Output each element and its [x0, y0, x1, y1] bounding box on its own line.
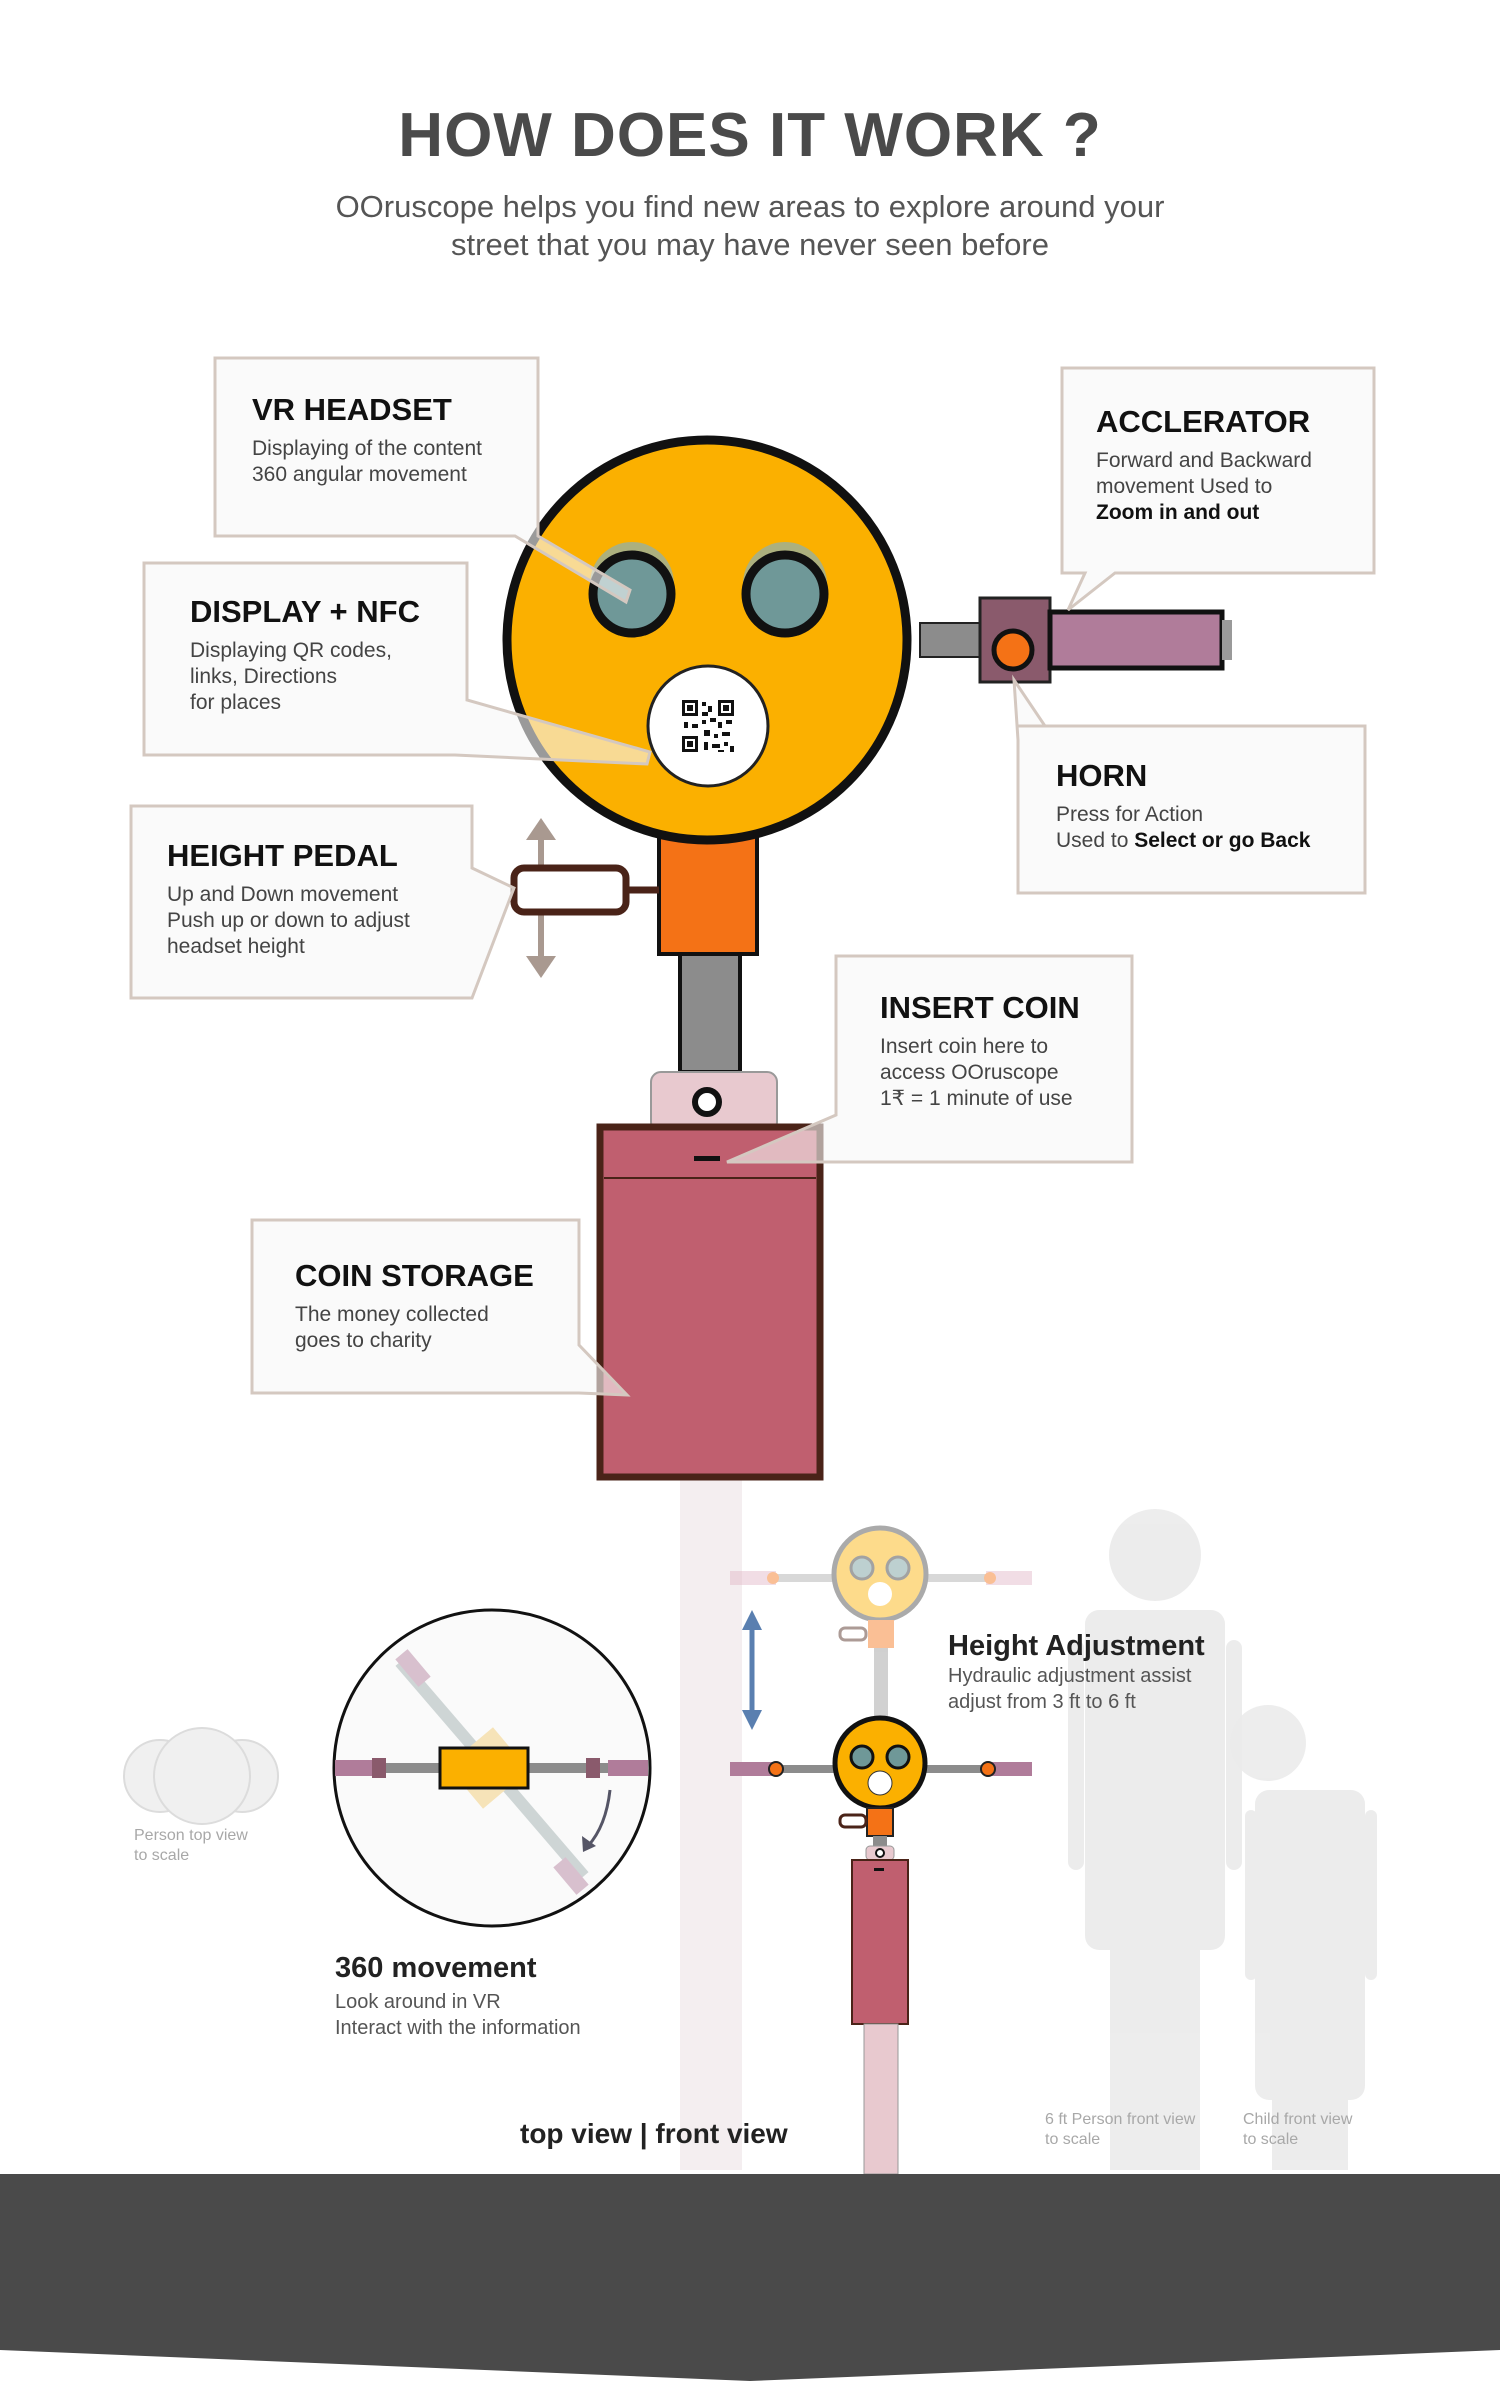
accelerator-handle [1047, 609, 1225, 671]
child-front-caption: Child front view to scale [1243, 2111, 1353, 2148]
person-top-caption: Person top view to scale [134, 1827, 248, 1864]
neck [657, 828, 759, 956]
callout-display-nfc: DISPLAY + NFC Displaying QR codes, links… [190, 594, 420, 714]
up-down-arrow-icon [742, 1610, 762, 1730]
height-pedal [510, 864, 630, 916]
callout-insert-coin: INSERT COIN Insert coin here to access O… [880, 990, 1080, 1110]
view-label: top view | front view [520, 2118, 788, 2149]
horn-button [991, 628, 1035, 672]
person-top-view [123, 1727, 279, 1825]
pole [678, 952, 742, 1074]
callout-height-pedal: HEIGHT PEDAL Up and Down movement Push u… [167, 838, 410, 958]
coin-storage-box [596, 1123, 824, 1481]
adult-silhouette [1068, 1509, 1242, 2170]
qr-code-icon [680, 698, 736, 754]
movement-360-caption: 360 movement Look around in VR Interact … [335, 1952, 581, 2039]
coin-slot-ring [692, 1087, 722, 1117]
coin-slot [694, 1156, 720, 1161]
front-view-lowered [730, 1715, 1032, 2175]
pole-shadow [680, 1480, 742, 2170]
ground [0, 2174, 1500, 2381]
height-adjustment-caption: Height Adjustment Hydraulic adjustment a… [948, 1630, 1205, 1713]
callout-frames [129, 356, 1376, 1397]
side-arm [919, 622, 981, 658]
child-silhouette [1230, 1705, 1377, 2170]
callout-coin-storage: COIN STORAGE The money collected goes to… [295, 1258, 534, 1352]
front-view-raised [730, 1525, 1032, 1738]
callout-accelerator: ACCLERATOR Forward and Backward movement… [1096, 404, 1312, 524]
callout-title: VR HEADSET [252, 392, 452, 427]
callout-horn: HORN Press for Action Used to Select or … [1056, 758, 1311, 852]
rotation-top-view [332, 1608, 652, 1928]
right-lens [741, 550, 829, 638]
page-subtitle: OOruscope helps you find new areas to ex… [335, 189, 1165, 262]
callout-vr-headset: VR HEADSET Displaying of the content 360… [252, 392, 532, 488]
person-front-caption: 6 ft Person front view to scale [1045, 2111, 1196, 2148]
page-title: HOW DOES IT WORK ? [398, 101, 1102, 170]
up-down-arrow-icon [526, 818, 556, 840]
left-lens [588, 550, 676, 638]
accelerator-cap [1222, 620, 1232, 660]
